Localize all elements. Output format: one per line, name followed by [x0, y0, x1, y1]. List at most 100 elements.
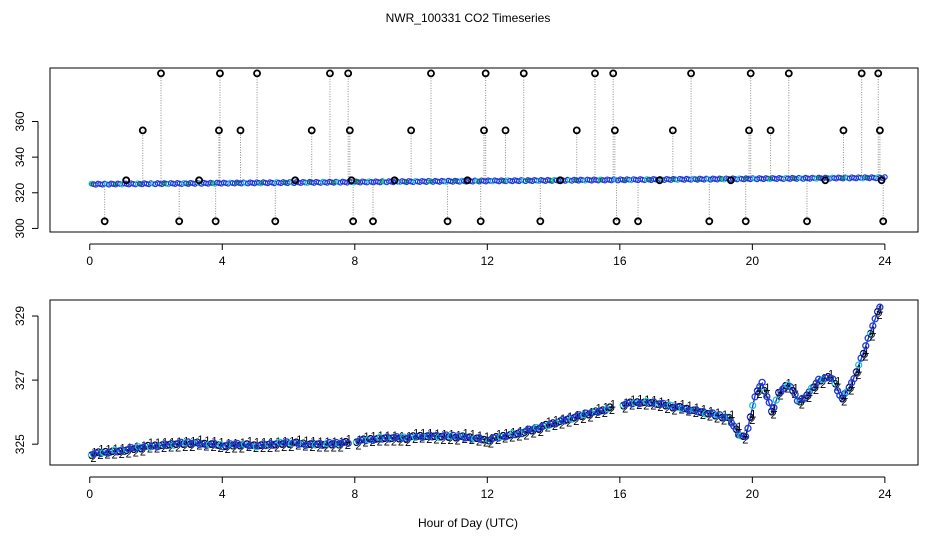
bottom-series-3-marker: 3 — [811, 382, 817, 394]
bottom-data-point — [741, 432, 750, 441]
bottom-series-1-marker: 1 — [807, 387, 813, 399]
bottom-data-point — [212, 441, 220, 449]
bottom-series-1-marker: 1 — [303, 435, 309, 447]
bottom-series-1-marker: 1 — [786, 377, 792, 389]
bottom-series-2-marker: 2 — [876, 310, 882, 322]
bottom-series-1-marker: 1 — [715, 407, 721, 419]
top-spike-point — [634, 217, 642, 226]
top-spike-point — [216, 69, 224, 78]
bottom-y-tick-label: 327 — [13, 370, 27, 390]
bottom-series-2-marker: 2 — [405, 437, 411, 449]
chart-title: NWR_100331 CO2 Timeseries — [386, 11, 551, 25]
bottom-series-1-marker: 1 — [581, 408, 587, 420]
bottom-series-3-marker: 3 — [846, 382, 852, 394]
bottom-series-1-marker: 1 — [470, 429, 476, 441]
bottom-y-tick-label: 329 — [13, 306, 27, 326]
bottom-x-tick-label: 16 — [613, 487, 627, 501]
bottom-series-2-marker: 2 — [391, 436, 397, 448]
bottom-series-1-marker: 1 — [275, 436, 281, 448]
bottom-series-2-marker: 2 — [455, 436, 461, 448]
bottom-data-point — [480, 435, 488, 444]
bottom-series-2-marker: 2 — [384, 436, 390, 448]
bottom-series-1-marker: 1 — [233, 437, 239, 449]
bottom-series-2-marker: 2 — [559, 419, 565, 431]
bottom-series-1-marker: 1 — [463, 428, 469, 440]
bottom-series-1-marker: 1 — [356, 434, 362, 446]
bottom-series-2-marker: 2 — [848, 385, 854, 397]
bottom-series-1-marker: 1 — [127, 442, 133, 454]
top-spike-point — [536, 217, 545, 226]
bottom-data-point — [770, 404, 778, 412]
bottom-data-point — [862, 342, 870, 350]
bottom-series-3-marker: 3 — [768, 406, 774, 418]
bottom-series-1-marker: 1 — [489, 432, 495, 444]
bottom-series-2-marker: 2 — [855, 370, 861, 382]
bottom-series-3-marker: 3 — [481, 434, 487, 446]
bottom-series-2-marker: 2 — [841, 396, 847, 408]
bottom-series-2-marker: 2 — [643, 400, 649, 412]
bottom-series-1-marker: 1 — [793, 382, 799, 394]
bottom-series-2-marker: 2 — [707, 412, 713, 424]
top-spike-point — [821, 176, 830, 185]
top-spike-point — [556, 176, 565, 185]
bottom-series-2-marker: 2 — [636, 400, 642, 412]
bottom-series-1-marker: 1 — [399, 430, 405, 442]
top-spike-point — [345, 126, 354, 135]
bottom-x-tick-label: 12 — [481, 487, 495, 501]
bottom-series-1-marker: 1 — [317, 436, 323, 448]
top-spike-point — [610, 126, 619, 135]
bottom-x-tick-label: 20 — [746, 487, 760, 501]
bottom-x-tick-label: 8 — [351, 487, 358, 501]
bottom-series-2-marker: 2 — [210, 442, 216, 454]
top-spike-point — [122, 176, 131, 185]
bottom-series-1-marker: 1 — [176, 436, 182, 448]
bottom-data-point — [859, 349, 868, 358]
bottom-series-3-marker: 3 — [797, 396, 803, 408]
bottom-series-1-marker: 1 — [441, 428, 447, 440]
bottom-series-1-marker: 1 — [771, 403, 777, 415]
bottom-series-1-marker: 1 — [658, 396, 664, 408]
bottom-series-2-marker: 2 — [302, 441, 308, 453]
top-spike-point — [175, 217, 184, 226]
bottom-series-2-marker: 2 — [377, 437, 383, 449]
bottom-series-1-marker: 1 — [736, 421, 742, 433]
bottom-series-2-marker: 2 — [112, 449, 118, 461]
top-spike-point — [157, 69, 165, 78]
bottom-series-1-marker: 1 — [779, 384, 785, 396]
bottom-series-2-marker: 2 — [126, 448, 132, 460]
bottom-series-2-marker: 2 — [749, 415, 755, 427]
bottom-data-point — [869, 322, 877, 330]
top-spike-point — [307, 126, 316, 135]
bottom-data-point — [760, 386, 769, 395]
bottom-series-1-marker: 1 — [346, 433, 352, 445]
top-spike-point — [687, 69, 695, 78]
bottom-series-1-marker: 1 — [434, 428, 440, 440]
bottom-series-2-marker: 2 — [433, 434, 439, 446]
bottom-series-2-marker: 2 — [253, 443, 259, 455]
bottom-series-3-marker: 3 — [726, 412, 732, 424]
top-spike-point — [857, 69, 866, 78]
top-spike-point — [211, 217, 220, 226]
bottom-series-2-marker: 2 — [168, 443, 174, 455]
top-spike-point — [344, 69, 353, 78]
bottom-series-2-marker: 2 — [440, 435, 446, 447]
bottom-series-1-marker: 1 — [877, 303, 883, 315]
bottom-series-1-marker: 1 — [588, 406, 594, 418]
bottom-data-point — [791, 390, 799, 398]
top-spike-point — [326, 69, 334, 78]
bottom-series-2-marker: 2 — [274, 442, 280, 454]
bottom-series-2-marker: 2 — [316, 442, 322, 454]
top-spike-point — [745, 126, 753, 135]
bottom-plot-frame — [49, 299, 919, 466]
bottom-series-2-marker: 2 — [622, 403, 628, 415]
bottom-series-1-marker: 1 — [141, 440, 147, 452]
top-x-tick-label: 0 — [86, 254, 93, 268]
top-spike-point — [390, 176, 399, 185]
top-spike-point — [572, 126, 581, 135]
bottom-series-2-marker: 2 — [538, 427, 544, 439]
bottom-series-2-marker: 2 — [119, 449, 125, 461]
bottom-series-2-marker: 2 — [161, 443, 167, 455]
top-y-tick-label: 300 — [13, 218, 27, 238]
bottom-series-2-marker: 2 — [672, 406, 678, 418]
